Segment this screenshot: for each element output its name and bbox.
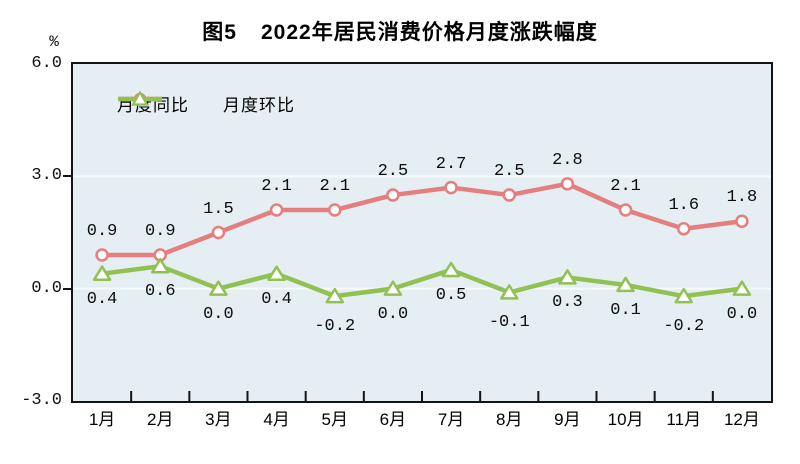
- data-label-yoy: 2.1: [261, 177, 292, 197]
- x-axis-label: 10月: [607, 410, 644, 429]
- mom-marker: [267, 265, 286, 281]
- mom-marker: [441, 261, 461, 278]
- data-label-mom: 0.4: [86, 289, 118, 309]
- yoy-marker: [95, 248, 109, 262]
- yoy-marker: [618, 203, 633, 217]
- data-label-yoy: 0.9: [144, 221, 176, 241]
- y-axis-tick-mark: [63, 287, 73, 290]
- yoy-marker: [560, 177, 575, 191]
- data-label-yoy: 2.8: [552, 150, 583, 170]
- yoy-marker: [211, 225, 226, 240]
- data-label-yoy: 0.9: [86, 221, 118, 241]
- mom-marker: [325, 287, 344, 304]
- data-label-mom: 0.4: [261, 289, 292, 309]
- y-axis-tick-label: 3.0: [31, 166, 62, 186]
- y-axis-tick-label: -3.0: [21, 391, 62, 410]
- yoy-marker: [677, 222, 691, 236]
- data-label-mom: 0.6: [144, 282, 176, 302]
- data-label-mom: 0.0: [203, 304, 234, 324]
- data-label-yoy: 1.6: [668, 195, 700, 215]
- title-text: 2022年居民消费价格月度涨跌幅度: [260, 21, 598, 44]
- mom-marker: [383, 280, 403, 296]
- plot-area: 月度同比 月度环比 0.9 0.9 1.5 2.1 2.1 2.5 2.7 2.5 2.8 2.1…: [71, 62, 773, 403]
- yoy-marker: [444, 180, 458, 195]
- x-axis-label: 5月: [321, 410, 348, 429]
- title-figure-number: 图5: [202, 21, 237, 44]
- data-label-mom: 0.3: [552, 293, 583, 313]
- mom-marker: [209, 280, 228, 296]
- x-axis-label: 2月: [147, 410, 174, 429]
- data-label-yoy: 2.7: [435, 154, 467, 174]
- y-axis-tick-mark: [63, 175, 73, 178]
- data-label-yoy: 2.5: [377, 162, 409, 182]
- x-axis-label: 9月: [554, 410, 581, 429]
- yoy-marker: [328, 203, 342, 217]
- data-label-mom: -0.2: [314, 317, 356, 337]
- data-label-mom: 0.1: [610, 300, 641, 320]
- data-label-yoy: 2.5: [493, 162, 525, 182]
- x-axis-label: 1月: [88, 410, 116, 429]
- y-axis-unit-label: %: [49, 33, 59, 51]
- legend-sample-mom-line-triangle-icon: [118, 91, 162, 106]
- x-axis-label: 7月: [437, 410, 465, 429]
- legend-label-mom: 月度环比: [223, 96, 295, 115]
- legend: 月度同比 月度环比: [117, 91, 295, 116]
- mom-marker: [616, 276, 635, 293]
- x-axis-label: 3月: [205, 410, 232, 429]
- data-label-yoy: 1.5: [203, 199, 234, 219]
- data-label-yoy: 2.1: [319, 177, 351, 197]
- data-label-mom: 0.0: [377, 304, 409, 324]
- x-axis-label: 4月: [263, 410, 290, 429]
- data-label-mom: -0.2: [663, 317, 705, 337]
- mom-marker: [500, 284, 519, 300]
- y-axis-tick-label: 6.0: [31, 54, 62, 73]
- mom-marker: [151, 257, 170, 274]
- mom-marker: [732, 280, 752, 296]
- yoy-marker: [735, 214, 749, 229]
- line-chart-canvas: [73, 64, 771, 401]
- data-label-mom: 0.5: [435, 285, 467, 305]
- chart-title: 图5 2022年居民消费价格月度涨跌幅度: [0, 16, 800, 46]
- data-label-mom: -0.1: [488, 313, 530, 333]
- x-axis-label: 12月: [723, 410, 760, 429]
- yoy-line: [99, 181, 745, 258]
- x-axis-label: 6月: [379, 410, 407, 429]
- mom-marker: [92, 265, 112, 281]
- data-label-mom: 0.0: [726, 304, 758, 324]
- data-label-yoy: 2.1: [610, 177, 641, 197]
- mom-line: [99, 263, 745, 299]
- yoy-marker: [386, 188, 400, 202]
- yoy-marker: [502, 188, 516, 202]
- mom-marker: [674, 287, 693, 304]
- x-axis-label: 11月: [666, 410, 702, 429]
- y-axis-tick-label: 0.0: [31, 278, 62, 298]
- yoy-marker: [269, 203, 284, 217]
- mom-marker: [558, 269, 577, 285]
- legend-item-mom: 月度环比: [118, 91, 295, 116]
- data-label-yoy: 1.8: [726, 188, 758, 208]
- x-axis-label: 8月: [496, 410, 523, 429]
